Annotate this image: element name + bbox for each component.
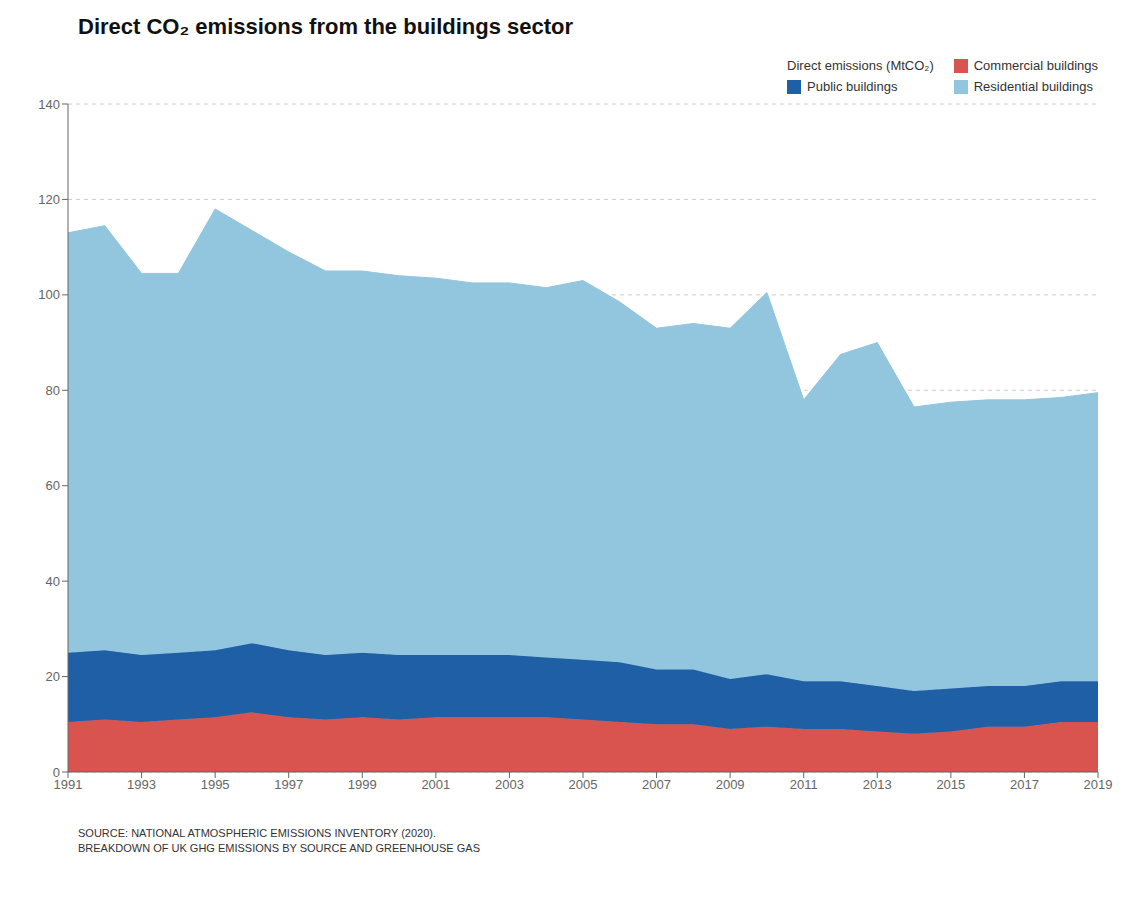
html-text:SOURCE: NATIONAL ATMOSPHERIC E: SOURCE: NATIONAL ATMOSPHERIC EMISSIONS I… [78,827,436,839]
svg-text:2017: 2017 [1010,777,1039,792]
svg-text:20: 20 [46,669,60,684]
svg-text:100: 100 [38,287,60,302]
svg-text:1999: 1999 [348,777,377,792]
svg-text:2013: 2013 [863,777,892,792]
svg-text:40: 40 [46,574,60,589]
svg-text:2001: 2001 [421,777,450,792]
svg-text:1997: 1997 [274,777,303,792]
svg-text:120: 120 [38,192,60,207]
svg-text:1993: 1993 [127,777,156,792]
svg-text:2011: 2011 [790,777,818,792]
svg-text:0: 0 [53,765,60,780]
svg-text:2007: 2007 [642,777,671,792]
svg-text:80: 80 [46,383,60,398]
svg-text:2005: 2005 [569,777,598,792]
svg-text:140: 140 [38,97,60,112]
svg-text:2003: 2003 [495,777,524,792]
html-text:Residential buildings: Residential buildings [973,79,1093,94]
svg-text:1991: 1991 [53,777,83,793]
html-text:Public buildings: Public buildings [807,79,898,94]
html-text:Direct emissions (MtCO₂): Direct emissions (MtCO₂) [787,58,934,73]
svg-text:2015: 2015 [936,777,965,792]
html-text:BREAKDOWN OF UK GHG EMISSIONS: BREAKDOWN OF UK GHG EMISSIONS BY SOURCE … [78,842,480,855]
svg-text:1995: 1995 [201,777,230,792]
html-text:Direct CO₂ emissions from the: Direct CO₂ emissions from the buildings … [78,14,574,39]
svg-text:2019: 2019 [1084,777,1113,792]
html-text:Commercial buildings: Commercial buildings [973,58,1098,73]
svg-text:2009: 2009 [716,777,745,792]
svg-text:60: 60 [46,478,60,493]
